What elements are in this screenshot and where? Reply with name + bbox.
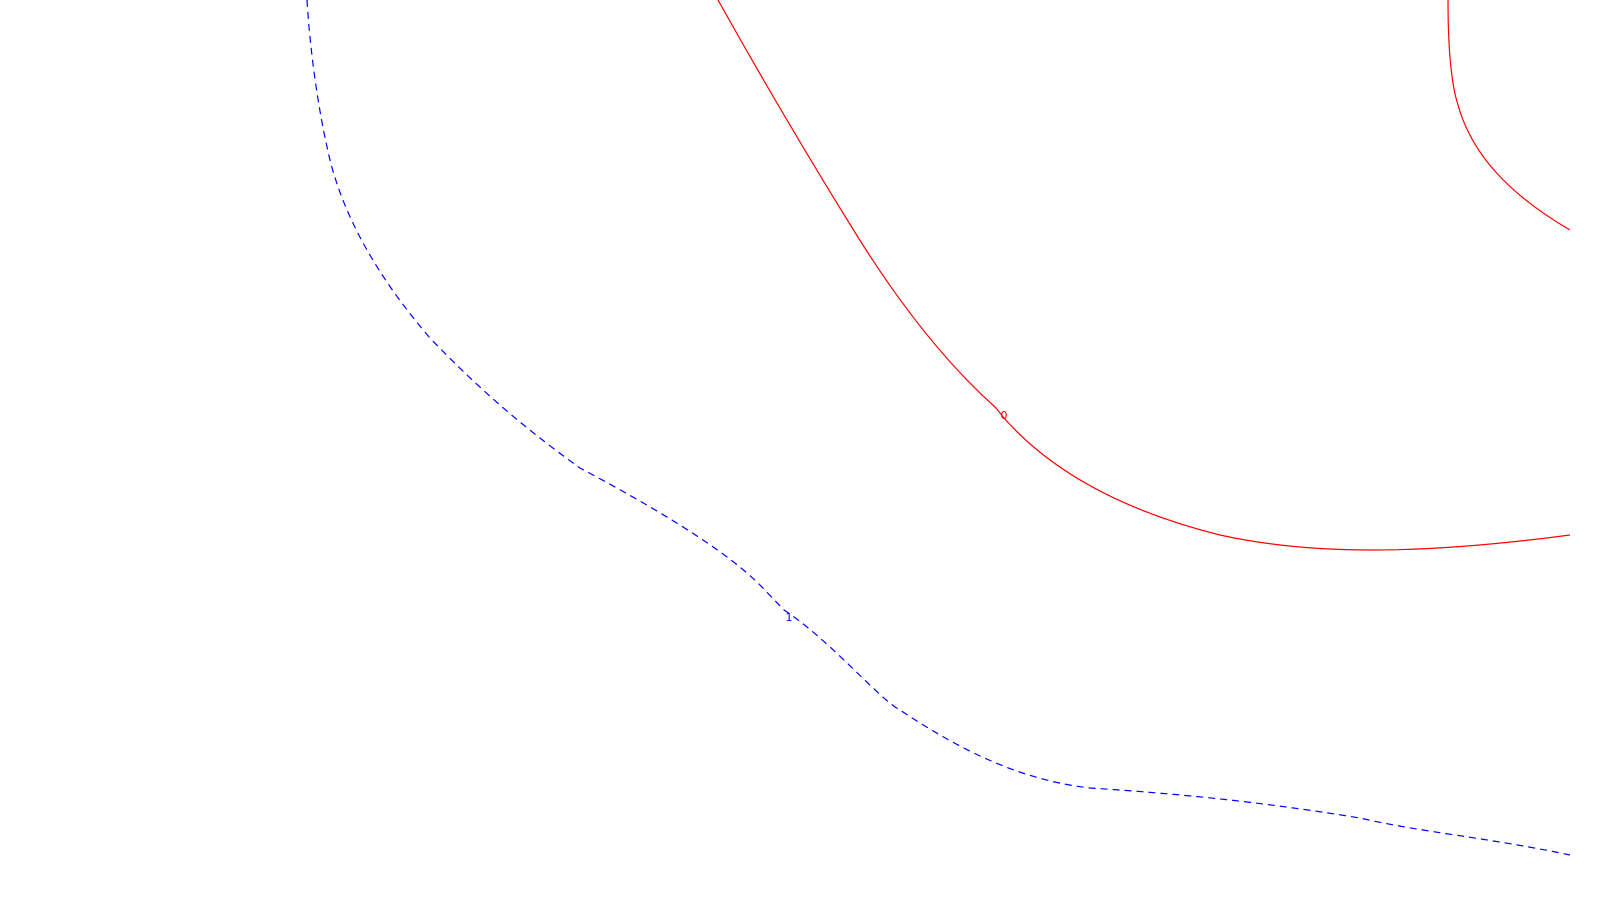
contour-label-0: 0 <box>1001 409 1008 422</box>
contour-label-1: 1 <box>786 611 793 624</box>
contour-line-0-corner <box>1447 0 1571 231</box>
contour-line-1 <box>306 0 1571 856</box>
contour-line-0-main <box>717 0 1571 551</box>
